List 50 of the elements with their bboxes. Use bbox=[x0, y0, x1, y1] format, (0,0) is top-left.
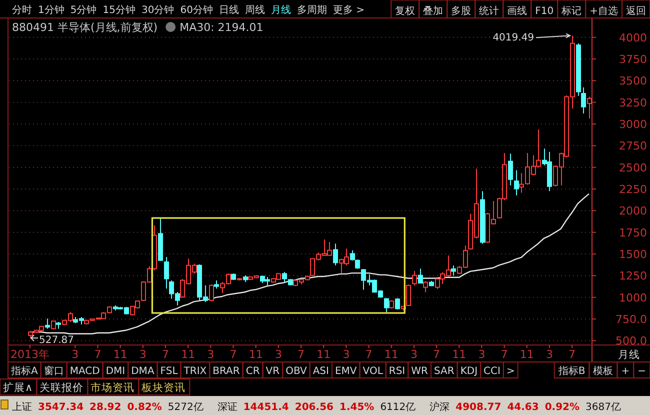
text: MA30: 2194.01 bbox=[180, 21, 264, 34]
y-tick-label: 500.0 bbox=[616, 334, 647, 348]
bottom-tabs: 扩展∧ 关联报价 市场资讯 板块资讯 bbox=[0, 378, 190, 396]
x-tick-label: 11 bbox=[113, 348, 128, 361]
x-tick-label: 3 bbox=[410, 348, 418, 361]
indicator-tabs: 指标A 窗口 MACD DMI DMA FSL TRIX BRAR CR VR OBV ASI EMV VOL RSI WR SAR KDJ CCI > 指标B 模板 + − bbox=[8, 362, 650, 378]
x-tick-label: 7 bbox=[230, 348, 237, 361]
y-tick-label: 4000 bbox=[619, 31, 647, 44]
chart-title: 880491 半导体(月线,前复权) bbox=[12, 21, 158, 34]
annotation: 4019.49 bbox=[492, 32, 534, 44]
x-tick-label: 3 bbox=[274, 348, 282, 361]
y-tick-label: 3500 bbox=[619, 74, 647, 88]
y-tick-label: 1250 bbox=[619, 270, 647, 283]
y-tick-label: 2250 bbox=[619, 183, 647, 196]
x-tick-label: 3 bbox=[139, 348, 146, 361]
y-tick-label: 1500 bbox=[619, 248, 647, 261]
annotation: 527.87 bbox=[39, 335, 74, 346]
x-tick-label: 7 bbox=[500, 348, 508, 361]
x-tick-label: 7 bbox=[162, 348, 170, 361]
ticker: 上证 3547.34 28.92 0.82% 5272亿 深证 14451.4 206.56 1.45% 6112亿 沪深 4908.77 44.63 0.92% 3687亿 bbox=[0, 396, 650, 415]
note-low: 527.87 bbox=[30, 334, 74, 346]
x-tick-label: 3 bbox=[546, 348, 553, 361]
y-tick-label: 1000 bbox=[619, 291, 647, 304]
x-tick-label: 11 bbox=[181, 348, 196, 361]
x-tick-label: 3 bbox=[478, 348, 486, 361]
x-tick-label: 3 bbox=[72, 348, 79, 361]
toolbar: 分时 1分钟 5分钟 15分钟 30分钟 60分钟 日线 周线 月线 多周期 更多 > 复权 叠加 多股 统计 画线 F10 标记 +自选 返回 bbox=[0, 0, 650, 18]
y-tick-label: 3750 bbox=[619, 53, 647, 66]
y-tick-label: 750.0 bbox=[616, 313, 647, 326]
x-tick-label: 11 bbox=[452, 348, 466, 361]
x-tick-label: 3 bbox=[342, 348, 350, 361]
x-tick-label: 11 bbox=[316, 348, 331, 361]
note-high: 4019.49 bbox=[492, 32, 572, 44]
x-tick-label: 11 bbox=[520, 348, 534, 361]
x-tick-label: 3 bbox=[207, 348, 214, 361]
y-tick-label: 3000 bbox=[619, 118, 647, 131]
x-tick-label: 11 bbox=[384, 348, 398, 361]
x-tick-label: 2013年 bbox=[10, 348, 50, 361]
x-tick-label: 7 bbox=[94, 348, 102, 361]
x-tick-label: 7 bbox=[433, 348, 440, 361]
text: 月线 bbox=[618, 348, 640, 361]
y-tick-label: 3250 bbox=[619, 96, 647, 110]
y-tick-label: 2000 bbox=[619, 204, 647, 218]
y-tick-label: 1750 bbox=[619, 226, 647, 240]
x-tick-label: 7 bbox=[365, 348, 372, 361]
x-tick-label: 7 bbox=[568, 348, 576, 361]
y-tick-label: 2750 bbox=[619, 140, 647, 153]
x-tick-label: 11 bbox=[248, 348, 263, 361]
x-tick-label: 7 bbox=[298, 348, 305, 361]
y-tick-label: 2500 bbox=[619, 161, 647, 174]
